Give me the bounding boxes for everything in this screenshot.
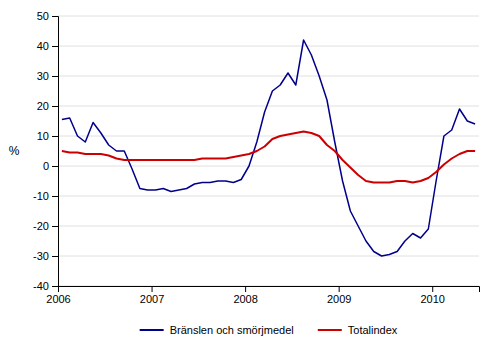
grid-line <box>58 226 479 227</box>
tick-label: -10 <box>33 190 49 202</box>
tick-label: 50 <box>37 10 49 22</box>
tick-mark <box>52 76 58 77</box>
tick: -10 <box>33 190 58 202</box>
tick-label: 40 <box>37 40 49 52</box>
tick-label: 20 <box>37 100 49 112</box>
tick: 2006 <box>46 286 70 305</box>
tick: 0 <box>43 160 58 172</box>
grid-line <box>58 136 479 137</box>
legend: Bränslen och smörjmedel Totalindex <box>140 324 398 336</box>
tick: 2010 <box>420 286 444 305</box>
grid-line <box>58 76 479 77</box>
tick: 50 <box>37 10 58 22</box>
tick-mark <box>52 106 58 107</box>
tick-label: -40 <box>33 280 49 292</box>
y-axis: -40 -30 -20 -10 0 10 20 30 40 50 <box>33 10 58 292</box>
grid-line <box>58 106 479 107</box>
grid-line <box>58 46 479 47</box>
legend-label: Bränslen och smörjmedel <box>170 324 294 336</box>
tick-label: 2009 <box>327 293 351 305</box>
x-axis: 2006 2007 2008 2009 2010 <box>46 286 479 305</box>
tick-mark <box>52 16 58 17</box>
series-line <box>62 132 475 183</box>
legend-item: Bränslen och smörjmedel <box>140 324 294 336</box>
tick-label: 2008 <box>233 293 257 305</box>
tick-mark <box>52 226 58 227</box>
tick: 30 <box>37 70 58 82</box>
tick-mark <box>52 196 58 197</box>
tick-label: 30 <box>37 70 49 82</box>
grid-line <box>58 16 479 17</box>
legend-label: Totalindex <box>348 324 398 336</box>
axis-line <box>59 287 480 293</box>
grid-line <box>58 166 479 167</box>
chart: 2006 2007 2008 2009 2010 -40 -30 -20 -10 0 10 20 30 4… <box>0 0 501 350</box>
tick-label: -20 <box>33 220 49 232</box>
tick-label: -30 <box>33 250 49 262</box>
tick: 2007 <box>140 286 164 305</box>
tick: -20 <box>33 220 58 232</box>
tick-mark <box>52 46 58 47</box>
tick-label: 0 <box>43 160 49 172</box>
tick-mark <box>52 136 58 137</box>
tick: -40 <box>33 280 58 292</box>
tick: 2009 <box>327 286 351 305</box>
plot: 2006 2007 2008 2009 2010 -40 -30 -20 -10 0 10 20 30 4… <box>9 10 480 305</box>
tick: -30 <box>33 250 58 262</box>
tick: 40 <box>37 40 58 52</box>
tick-mark <box>339 286 340 292</box>
tick-label: 2007 <box>140 293 164 305</box>
series-line <box>62 40 475 256</box>
tick-mark <box>52 256 58 257</box>
tick: 10 <box>37 130 58 142</box>
grid-line <box>58 256 479 257</box>
grid <box>58 16 479 286</box>
series-group <box>62 40 475 256</box>
tick: 20 <box>37 100 58 112</box>
legend-swatch <box>140 329 164 331</box>
tick-label: 2010 <box>420 293 444 305</box>
tick-mark <box>432 286 433 292</box>
legend-swatch <box>318 329 342 331</box>
tick-mark <box>152 286 153 292</box>
tick-label: 10 <box>37 130 49 142</box>
tick-mark <box>52 166 58 167</box>
tick-mark <box>245 286 246 292</box>
tick: 2008 <box>233 286 257 305</box>
legend-item: Totalindex <box>318 324 398 336</box>
tick-mark <box>52 286 58 287</box>
grid-line <box>58 196 479 197</box>
y-axis-label: % <box>9 144 20 158</box>
axis-line <box>52 17 59 287</box>
tick-label: 2006 <box>46 293 70 305</box>
